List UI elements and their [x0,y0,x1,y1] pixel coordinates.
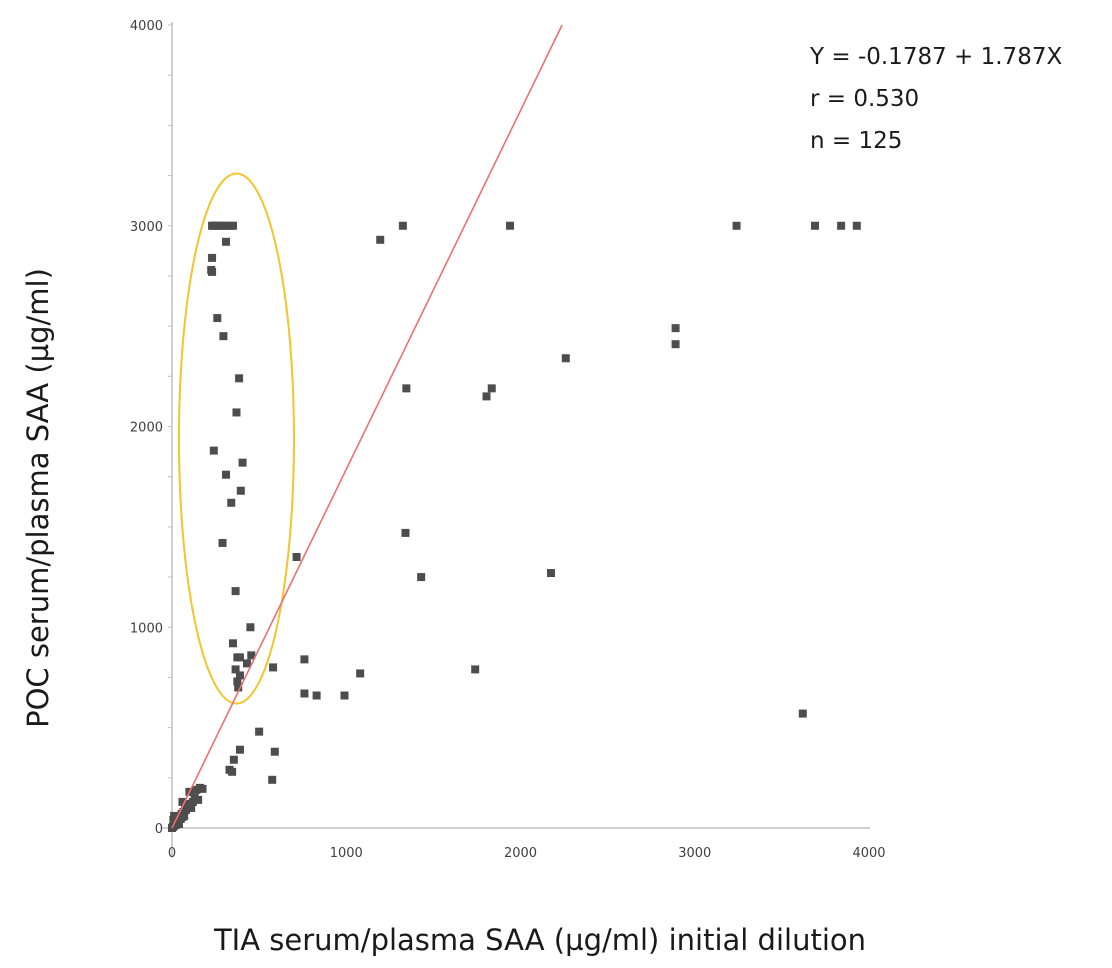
highlight-ellipse [177,172,295,705]
data-point [356,669,365,678]
data-point [194,795,203,804]
data-point [255,727,264,736]
data-point [246,623,255,632]
regression-line-layer [171,24,563,829]
data-point [837,221,846,230]
data-point [238,458,247,467]
data-point [235,745,244,754]
data-point [169,815,178,824]
data-point [268,775,277,784]
data-point [222,237,231,246]
x-tick-labels: 0 1000 2000 3000 4000 [168,846,886,861]
x-tick-label: 3000 [678,846,711,861]
x-tick-label: 1000 [330,846,363,861]
data-point [671,340,680,349]
data-point [270,747,279,756]
data-point [340,691,349,700]
data-point [376,235,385,244]
data-point [235,653,244,662]
data-point [417,573,426,582]
data-point [732,221,741,230]
y-tick-labels: 0 1000 2000 3000 4000 [130,19,163,837]
data-point [234,683,243,692]
data-point [236,486,245,495]
data-point [401,528,410,537]
y-axis-title: POC serum/plasma SAA (µg/ml) [21,268,55,728]
data-point [208,253,217,262]
data-point [231,665,240,674]
x-tick-label: 0 [168,846,176,861]
regression-equation: Y = -0.1787 + 1.787X [809,44,1062,70]
data-point [482,392,491,401]
data-point [174,819,183,828]
data-point [471,665,480,674]
data-point [235,374,244,383]
data-point [227,498,236,507]
data-point [292,552,301,561]
data-point [312,691,321,700]
y-tick-label: 4000 [130,19,163,34]
data-point [810,221,819,230]
plot-frame [162,22,870,858]
x-tick-label: 2000 [504,846,537,861]
data-point [398,221,407,230]
data-point [178,797,187,806]
data-point [209,446,218,455]
data-point [222,221,231,230]
sample-size: n = 125 [810,128,902,154]
data-point [852,221,861,230]
data-point [170,811,179,820]
data-point [180,811,189,820]
data-point [231,587,240,596]
correlation-coefficient: r = 0.530 [810,86,919,112]
data-point [222,470,231,479]
data-point [188,797,197,806]
data-point [506,221,515,230]
y-minor-ticks [168,24,172,829]
data-point [561,354,570,363]
data-point [229,755,238,764]
highlight-ellipse-layer [177,172,295,705]
data-point [213,314,222,323]
x-axis-title: TIA serum/plasma SAA (µg/ml) initial dil… [213,923,866,957]
data-point [233,677,242,686]
data-point [798,709,807,718]
data-point [232,408,241,417]
data-point [242,659,251,668]
y-tick-label: 3000 [130,220,163,235]
data-point [300,689,309,698]
data-point [219,332,228,341]
data-point [187,803,196,812]
data-point [228,221,237,230]
y-tick-label: 0 [155,822,163,837]
data-point [269,663,278,672]
data-point [300,655,309,664]
data-points [168,221,861,832]
data-point [228,639,237,648]
data-point [208,267,217,276]
y-tick-label: 1000 [130,621,163,636]
regression-line [171,24,563,829]
y-tick-label: 2000 [130,421,163,436]
data-point [546,569,555,578]
data-point [247,651,256,660]
data-point [181,805,190,814]
data-point [671,324,680,333]
data-point [198,784,207,793]
data-point [228,767,237,776]
data-point [235,671,244,680]
data-point [402,384,411,393]
x-tick-label: 4000 [852,846,885,861]
data-point [487,384,496,393]
data-point [218,538,227,547]
